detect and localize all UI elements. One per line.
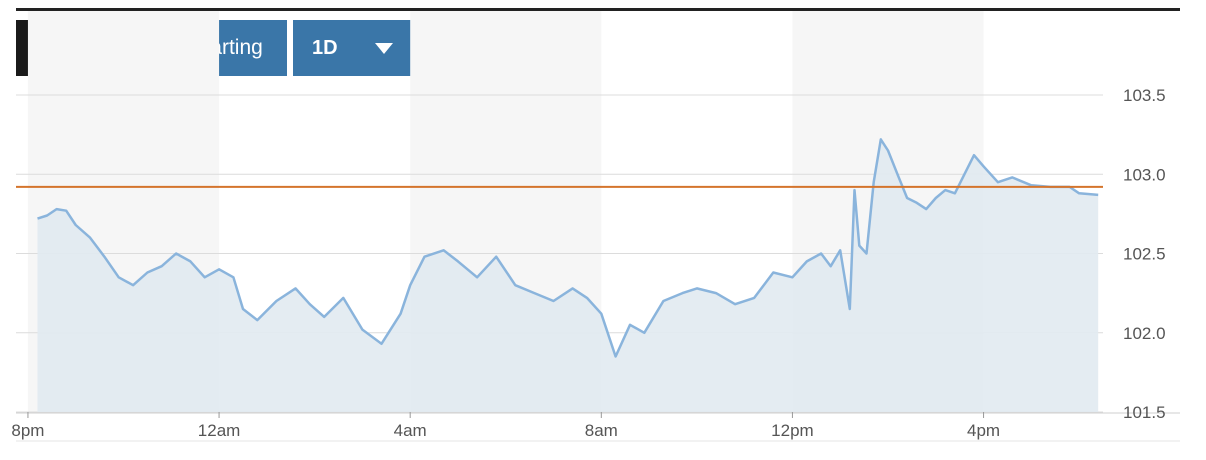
period-value: 1D: [312, 36, 338, 59]
price-line: [37, 138, 1099, 358]
y-tick-label: 101.5: [1123, 403, 1166, 422]
price-area: [37, 139, 1099, 412]
y-tick-label: 102.0: [1123, 324, 1166, 343]
y-tick-label: 103.5: [1123, 86, 1166, 105]
x-tick-label: 12am: [198, 421, 241, 440]
top-rule: [16, 8, 1180, 11]
y-tick-label: 102.5: [1123, 245, 1166, 264]
x-tick-label: 4am: [394, 421, 427, 440]
x-tick-label: 8am: [585, 421, 618, 440]
caret-down-icon: [375, 43, 393, 54]
y-tick-label: 103.0: [1123, 165, 1166, 184]
x-tick-label: 12pm: [771, 421, 814, 440]
x-tick-label: 4pm: [967, 421, 1000, 440]
x-tick-label: 8pm: [11, 421, 44, 440]
period-dropdown[interactable]: 1D: [293, 20, 411, 76]
